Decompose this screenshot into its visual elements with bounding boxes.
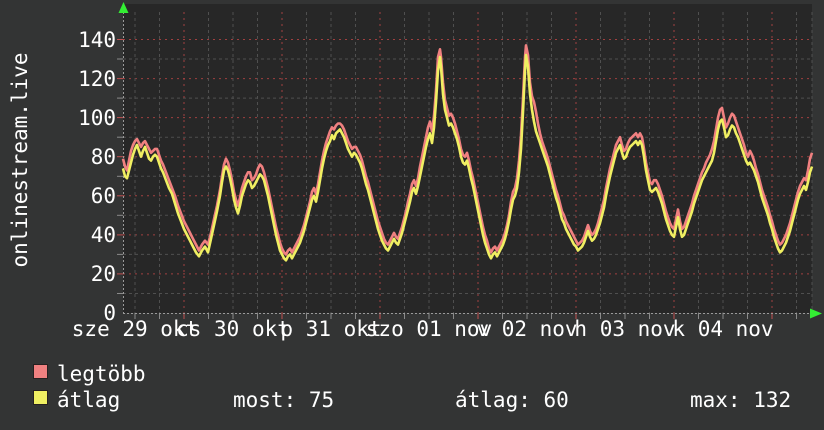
vertical-axis-title: onlinestream.live (8, 52, 32, 268)
stat-atlag: átlag: 60 (455, 388, 569, 412)
y-axis-label: 60 (90, 184, 116, 208)
y-axis-label: 140 (78, 28, 116, 52)
x-axis-label: h 03 nov (574, 317, 676, 341)
series-atlag (121, 53, 814, 262)
series-legtobb (121, 44, 814, 256)
legend-label-atlag: átlag (57, 388, 121, 412)
y-axis-label: 80 (90, 145, 116, 169)
legend-swatch-legtobb (33, 364, 48, 379)
legend-label-legtobb: legtöbb (57, 362, 146, 386)
y-axis-label: 120 (78, 67, 116, 91)
stat-most: most: 75 (233, 388, 335, 412)
y-axis-label: 40 (90, 223, 116, 247)
y-axis-label: 100 (78, 106, 116, 130)
x-axis-label: szo 01 nov (365, 317, 493, 341)
x-axis-arrow-icon (810, 308, 822, 319)
stat-max: max: 132 (690, 388, 792, 412)
y-axis-label: 20 (90, 262, 116, 286)
x-axis-label: p 31 okt (280, 317, 382, 341)
y-axis-arrow-icon (118, 2, 129, 13)
x-axis-label: v 02 nov (476, 317, 578, 341)
x-axis-label: k 04 nov (672, 317, 774, 341)
x-axis-label: cs 30 okt (176, 317, 290, 341)
legend-swatch-atlag (33, 390, 48, 405)
x-axis-label: sze 29 okt (71, 317, 199, 341)
y-axis-label: 0 (103, 301, 116, 325)
